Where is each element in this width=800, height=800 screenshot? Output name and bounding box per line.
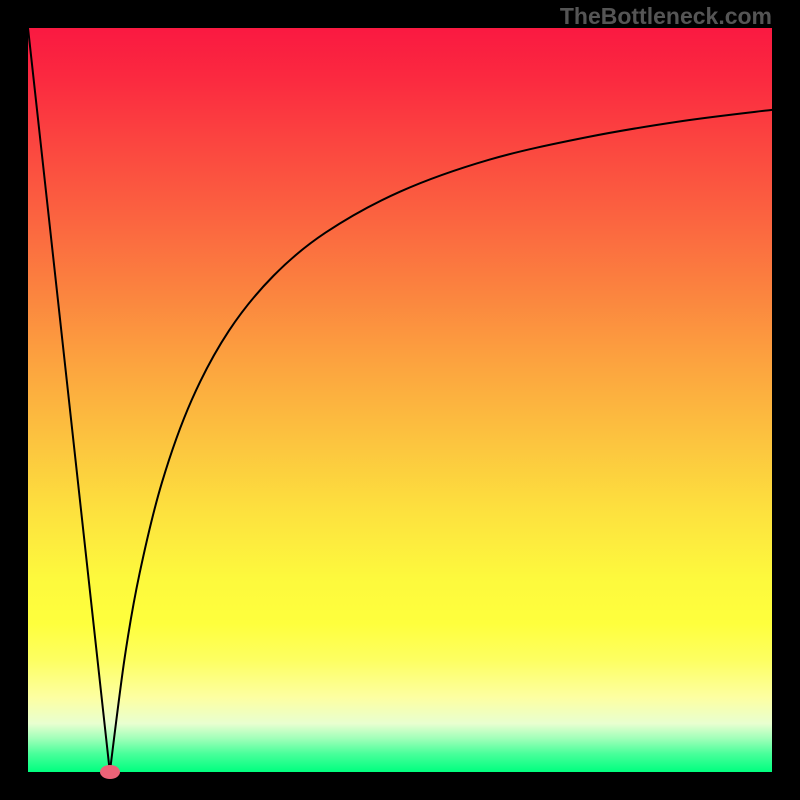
bottleneck-curve bbox=[28, 28, 772, 772]
watermark-text: TheBottleneck.com bbox=[560, 3, 772, 30]
chart-container: TheBottleneck.com bbox=[0, 0, 800, 800]
curve-svg bbox=[28, 28, 772, 772]
minimum-marker bbox=[100, 765, 120, 779]
plot-area bbox=[28, 28, 772, 772]
